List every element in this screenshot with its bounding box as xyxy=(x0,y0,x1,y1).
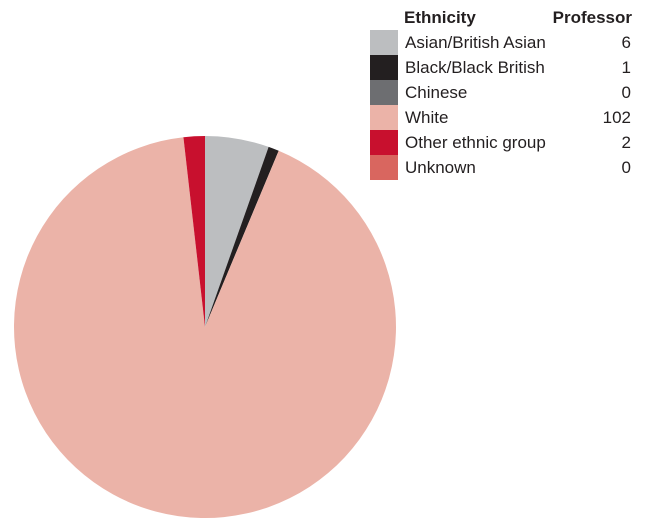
legend-row-black: Black/Black British 1 xyxy=(370,55,632,80)
pie-slice-asian xyxy=(205,136,269,327)
legend-swatch-other xyxy=(370,130,398,155)
legend-swatch-chinese xyxy=(370,80,398,105)
legend-value-other: 2 xyxy=(621,132,631,152)
legend-row-asian: Asian/British Asian 6 xyxy=(370,30,632,55)
legend-value-asian: 6 xyxy=(621,32,631,52)
legend-label-other: Other ethnic group xyxy=(405,132,546,152)
pie-slice-white xyxy=(13,137,397,518)
legend-value-black: 1 xyxy=(621,57,631,77)
pie-slice-black xyxy=(205,146,279,327)
legend-row-unknown: Unknown 0 xyxy=(370,155,632,180)
legend-value-white: 102 xyxy=(602,107,631,127)
legend: Ethnicity Professor Asian/British Asian … xyxy=(370,8,632,180)
legend-label-chinese: Chinese xyxy=(405,82,468,102)
legend-label-unknown: Unknown xyxy=(405,157,476,177)
legend-row-chinese: Chinese 0 xyxy=(370,80,632,105)
legend-category-header: Ethnicity xyxy=(404,8,476,27)
legend-swatch-asian xyxy=(370,30,398,55)
pie-slices xyxy=(13,136,397,518)
legend-swatch-white xyxy=(370,105,398,130)
legend-value-chinese: 0 xyxy=(621,82,631,102)
legend-swatch-black xyxy=(370,55,398,80)
legend-label-black: Black/Black British xyxy=(405,57,545,77)
legend-label-white: White xyxy=(405,107,449,127)
legend-header: Ethnicity Professor xyxy=(370,8,632,30)
legend-swatch-unknown xyxy=(370,155,398,180)
legend-value-header: Professor xyxy=(552,8,632,27)
legend-label-asian: Asian/British Asian xyxy=(405,32,546,52)
legend-row-white: White 102 xyxy=(370,105,632,130)
pie-slice-other xyxy=(183,136,205,327)
legend-value-unknown: 0 xyxy=(621,157,631,177)
legend-row-other: Other ethnic group 2 xyxy=(370,130,632,155)
